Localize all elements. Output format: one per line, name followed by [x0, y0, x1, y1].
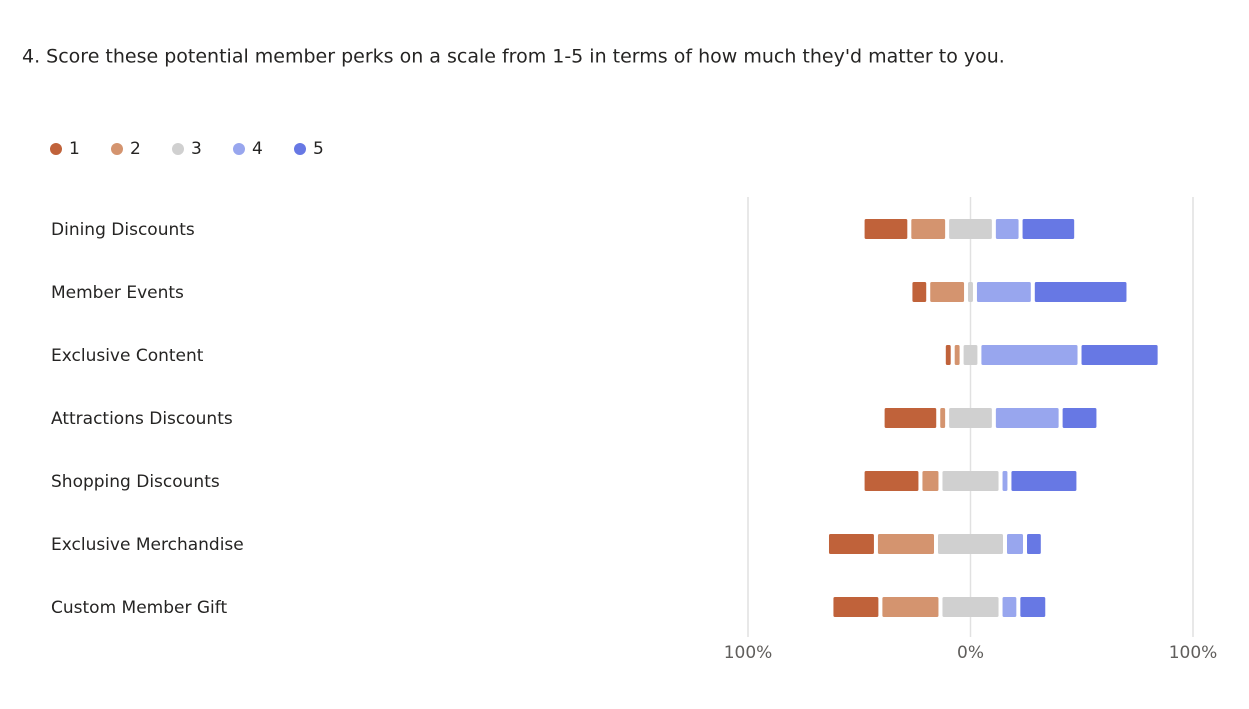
- bar-segment: [1027, 534, 1041, 554]
- bar-segment: [1020, 597, 1046, 617]
- bar-segment: [976, 282, 1031, 302]
- bar-segment: [945, 345, 951, 365]
- bar-segment: [922, 471, 939, 491]
- y-tick-label: Shopping Discounts: [51, 472, 220, 492]
- legend-label: 3: [191, 139, 202, 159]
- legend-marker: [50, 143, 62, 155]
- y-tick-label: Exclusive Merchandise: [51, 535, 244, 555]
- bar-segment: [949, 408, 992, 428]
- bar-segment: [833, 597, 879, 617]
- x-tick-label: 0%: [957, 643, 984, 663]
- legend-marker: [172, 143, 184, 155]
- bar-segment: [942, 597, 999, 617]
- legend-marker: [111, 143, 123, 155]
- bar-segment: [1011, 471, 1077, 491]
- bar-segment: [1081, 345, 1158, 365]
- bar-segment: [981, 345, 1078, 365]
- bar-segment: [882, 597, 939, 617]
- bar-segment: [828, 534, 874, 554]
- bar-segment: [942, 471, 999, 491]
- bar-segment: [911, 219, 946, 239]
- bar-segment: [1002, 597, 1017, 617]
- bar-segment: [912, 282, 927, 302]
- bar-segment: [954, 345, 960, 365]
- chart-title: 4. Score these potential member perks on…: [22, 46, 1005, 68]
- y-tick-label: Exclusive Content: [51, 346, 204, 366]
- bar-segment: [968, 282, 973, 302]
- legend-marker: [294, 143, 306, 155]
- bar-segment: [995, 408, 1059, 428]
- legend-label: 4: [252, 139, 263, 159]
- bar-segment: [930, 282, 965, 302]
- x-tick-label: 100%: [724, 643, 773, 663]
- legend-label: 5: [313, 139, 324, 159]
- bar-segment: [1022, 219, 1075, 239]
- bar-segment: [949, 219, 992, 239]
- bar-segment: [884, 408, 937, 428]
- y-tick-label: Dining Discounts: [51, 220, 195, 240]
- bar-segment: [1006, 534, 1024, 554]
- bar-segment: [963, 345, 978, 365]
- bar-segment: [864, 471, 919, 491]
- bar-segment: [864, 219, 908, 239]
- legend-marker: [233, 143, 245, 155]
- bar-segment: [877, 534, 935, 554]
- bar-segment: [995, 219, 1019, 239]
- y-tick-label: Member Events: [51, 283, 184, 303]
- bar-segment: [1062, 408, 1097, 428]
- bar-segment: [940, 408, 946, 428]
- bar-segment: [1034, 282, 1127, 302]
- legend-label: 1: [69, 139, 80, 159]
- legend-label: 2: [130, 139, 141, 159]
- y-tick-label: Custom Member Gift: [51, 598, 227, 618]
- y-tick-label: Attractions Discounts: [51, 409, 233, 429]
- bar-segment: [938, 534, 1003, 554]
- x-tick-label: 100%: [1169, 643, 1218, 663]
- bar-segment: [1002, 471, 1008, 491]
